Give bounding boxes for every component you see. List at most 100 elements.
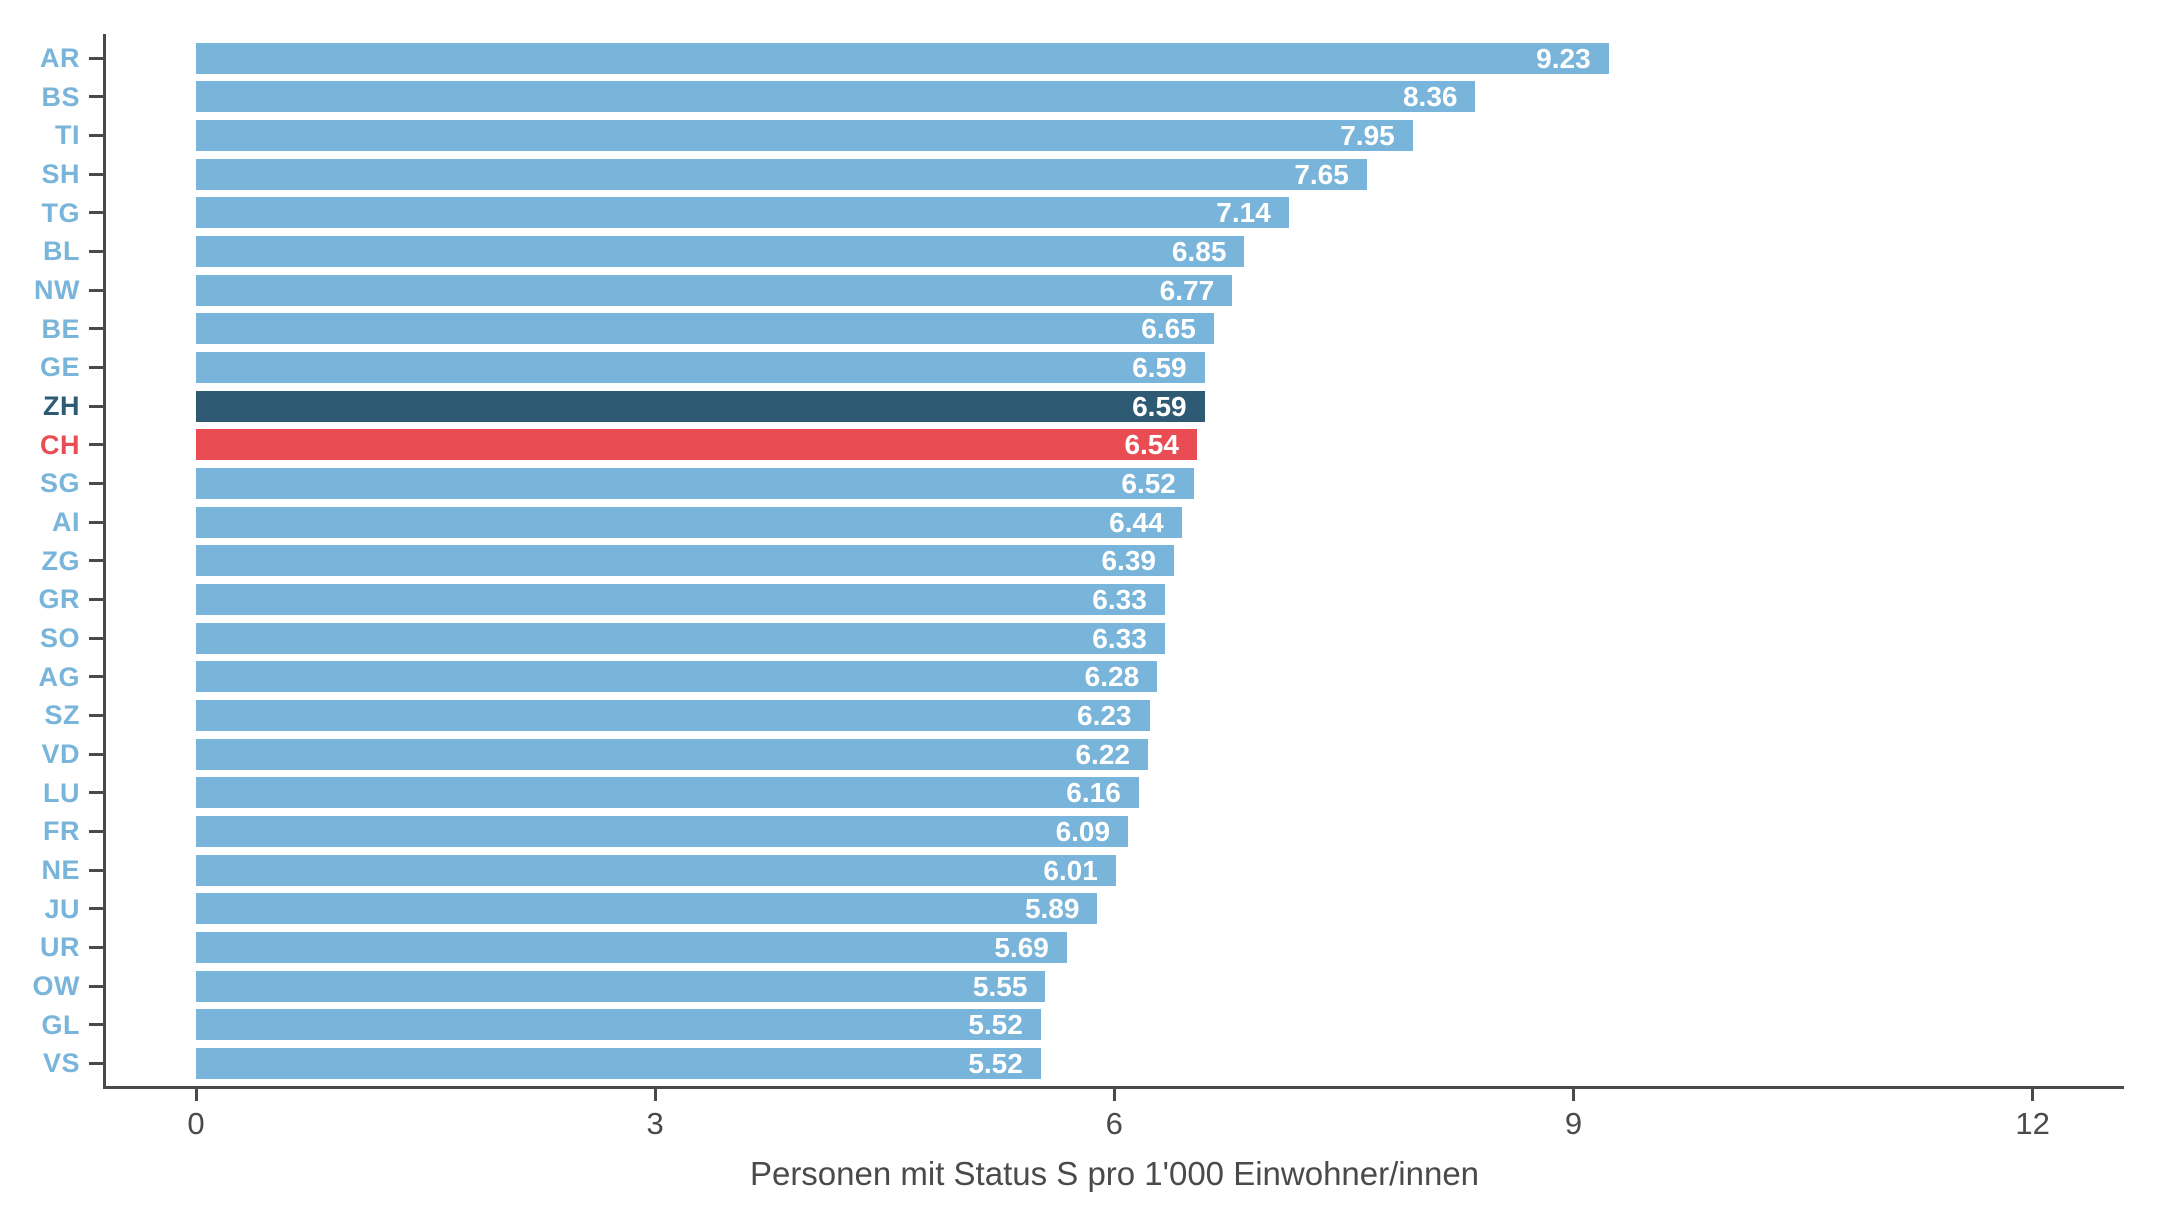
y-tick — [89, 56, 103, 60]
canton-label-ow: OW — [32, 971, 80, 1002]
canton-label-sz: SZ — [44, 700, 80, 731]
bar-value-label: 6.23 — [1077, 699, 1132, 731]
bar-value-label: 6.33 — [1092, 583, 1147, 615]
bar-value-label: 7.14 — [1216, 197, 1271, 229]
y-tick — [89, 133, 103, 137]
y-tick — [89, 1023, 103, 1027]
y-tick — [89, 481, 103, 485]
bar-value-label: 6.44 — [1109, 506, 1164, 538]
bar-ur — [196, 931, 1067, 963]
bar-zg — [196, 545, 1174, 577]
bar-value-label: 6.33 — [1092, 622, 1147, 654]
canton-label-nw: NW — [34, 275, 80, 306]
canton-label-gl: GL — [41, 1009, 80, 1040]
bar-value-label: 6.77 — [1159, 274, 1215, 306]
y-tick — [89, 868, 103, 872]
bar-value-label: 6.52 — [1121, 467, 1176, 499]
bar-value-label: 5.52 — [968, 1009, 1023, 1041]
x-axis-title: Personen mit Status S pro 1'000 Einwohne… — [749, 1155, 1480, 1192]
x-tick-label: 0 — [187, 1106, 205, 1141]
x-tick — [194, 1086, 198, 1101]
canton-label-so: SO — [39, 623, 80, 654]
y-tick — [89, 1061, 103, 1065]
canton-label-ju: JU — [44, 893, 80, 924]
x-tick — [2031, 1086, 2035, 1101]
bar-bl — [196, 235, 1245, 267]
bar-ai — [196, 506, 1182, 538]
bar-value-label: 7.65 — [1294, 158, 1349, 190]
y-tick — [89, 327, 103, 331]
bar-bs — [196, 81, 1476, 113]
canton-label-vs: VS — [42, 1048, 80, 1079]
bar-value-label: 6.01 — [1043, 854, 1098, 886]
canton-label-ch: CH — [40, 429, 80, 460]
x-tick — [653, 1086, 657, 1101]
canton-label-zg: ZG — [41, 545, 80, 576]
y-tick — [89, 288, 103, 292]
bar-value-label: 5.52 — [968, 1047, 1023, 1079]
bar-value-label: 5.69 — [994, 931, 1049, 963]
bar-value-label: 6.16 — [1066, 777, 1121, 809]
y-tick — [89, 365, 103, 369]
canton-label-ur: UR — [40, 932, 80, 963]
bar-value-label: 6.28 — [1084, 661, 1140, 693]
y-tick — [89, 559, 103, 563]
bar-vs — [196, 1047, 1041, 1079]
bar-so — [196, 622, 1165, 654]
y-tick — [89, 945, 103, 949]
bar-lu — [196, 777, 1139, 809]
bar-gl — [196, 1009, 1041, 1041]
y-tick — [89, 249, 103, 253]
y-tick — [89, 211, 103, 215]
x-tick — [1112, 1086, 1116, 1101]
x-tick-label: 6 — [1105, 1106, 1123, 1141]
bar-value-label: 6.22 — [1075, 738, 1130, 770]
bar-be — [196, 313, 1214, 345]
y-tick — [89, 636, 103, 640]
canton-label-fr: FR — [43, 816, 80, 847]
canton-label-lu: LU — [43, 777, 80, 808]
bar-value-label: 8.36 — [1402, 81, 1458, 113]
bar-sz — [196, 699, 1150, 731]
y-tick — [89, 907, 103, 911]
bar-ge — [196, 351, 1205, 383]
canton-label-bs: BS — [41, 81, 80, 112]
canton-label-ne: NE — [41, 855, 80, 886]
canton-label-zh: ZH — [43, 391, 80, 422]
x-tick-label: 3 — [646, 1106, 664, 1141]
canton-label-be: BE — [41, 313, 80, 344]
bar-ow — [196, 970, 1046, 1002]
canton-label-gr: GR — [38, 584, 80, 615]
bar-ti — [196, 119, 1413, 151]
bar-tg — [196, 197, 1289, 229]
bar-value-label: 6.09 — [1055, 815, 1111, 847]
canton-label-ge: GE — [39, 352, 80, 383]
y-tick — [89, 172, 103, 176]
bar-value-label: 5.55 — [972, 970, 1028, 1002]
bar-value-label: 9.23 — [1536, 42, 1591, 74]
canton-label-ti: TI — [55, 120, 80, 151]
canton-label-bl: BL — [43, 236, 80, 267]
canton-label-sh: SH — [41, 159, 80, 189]
bar-ar — [196, 42, 1609, 74]
y-tick — [89, 404, 103, 408]
y-tick — [89, 95, 103, 99]
bar-value-label: 6.65 — [1141, 313, 1196, 345]
bar-sg — [196, 467, 1194, 499]
bar-value-label: 6.39 — [1101, 545, 1156, 577]
bar-fr — [196, 815, 1129, 847]
bar-ne — [196, 854, 1116, 886]
x-tick — [1571, 1086, 1575, 1101]
y-tick — [89, 752, 103, 756]
y-tick — [89, 713, 103, 717]
y-tick — [89, 675, 103, 679]
bar-value-label: 6.59 — [1132, 351, 1187, 383]
bar-ju — [196, 893, 1098, 925]
canton-label-ai: AI — [52, 507, 80, 538]
y-tick — [89, 597, 103, 601]
bar-zh — [196, 390, 1205, 422]
bar-ag — [196, 661, 1158, 693]
x-tick-label: 12 — [2015, 1106, 2050, 1141]
canton-label-tg: TG — [41, 197, 80, 228]
